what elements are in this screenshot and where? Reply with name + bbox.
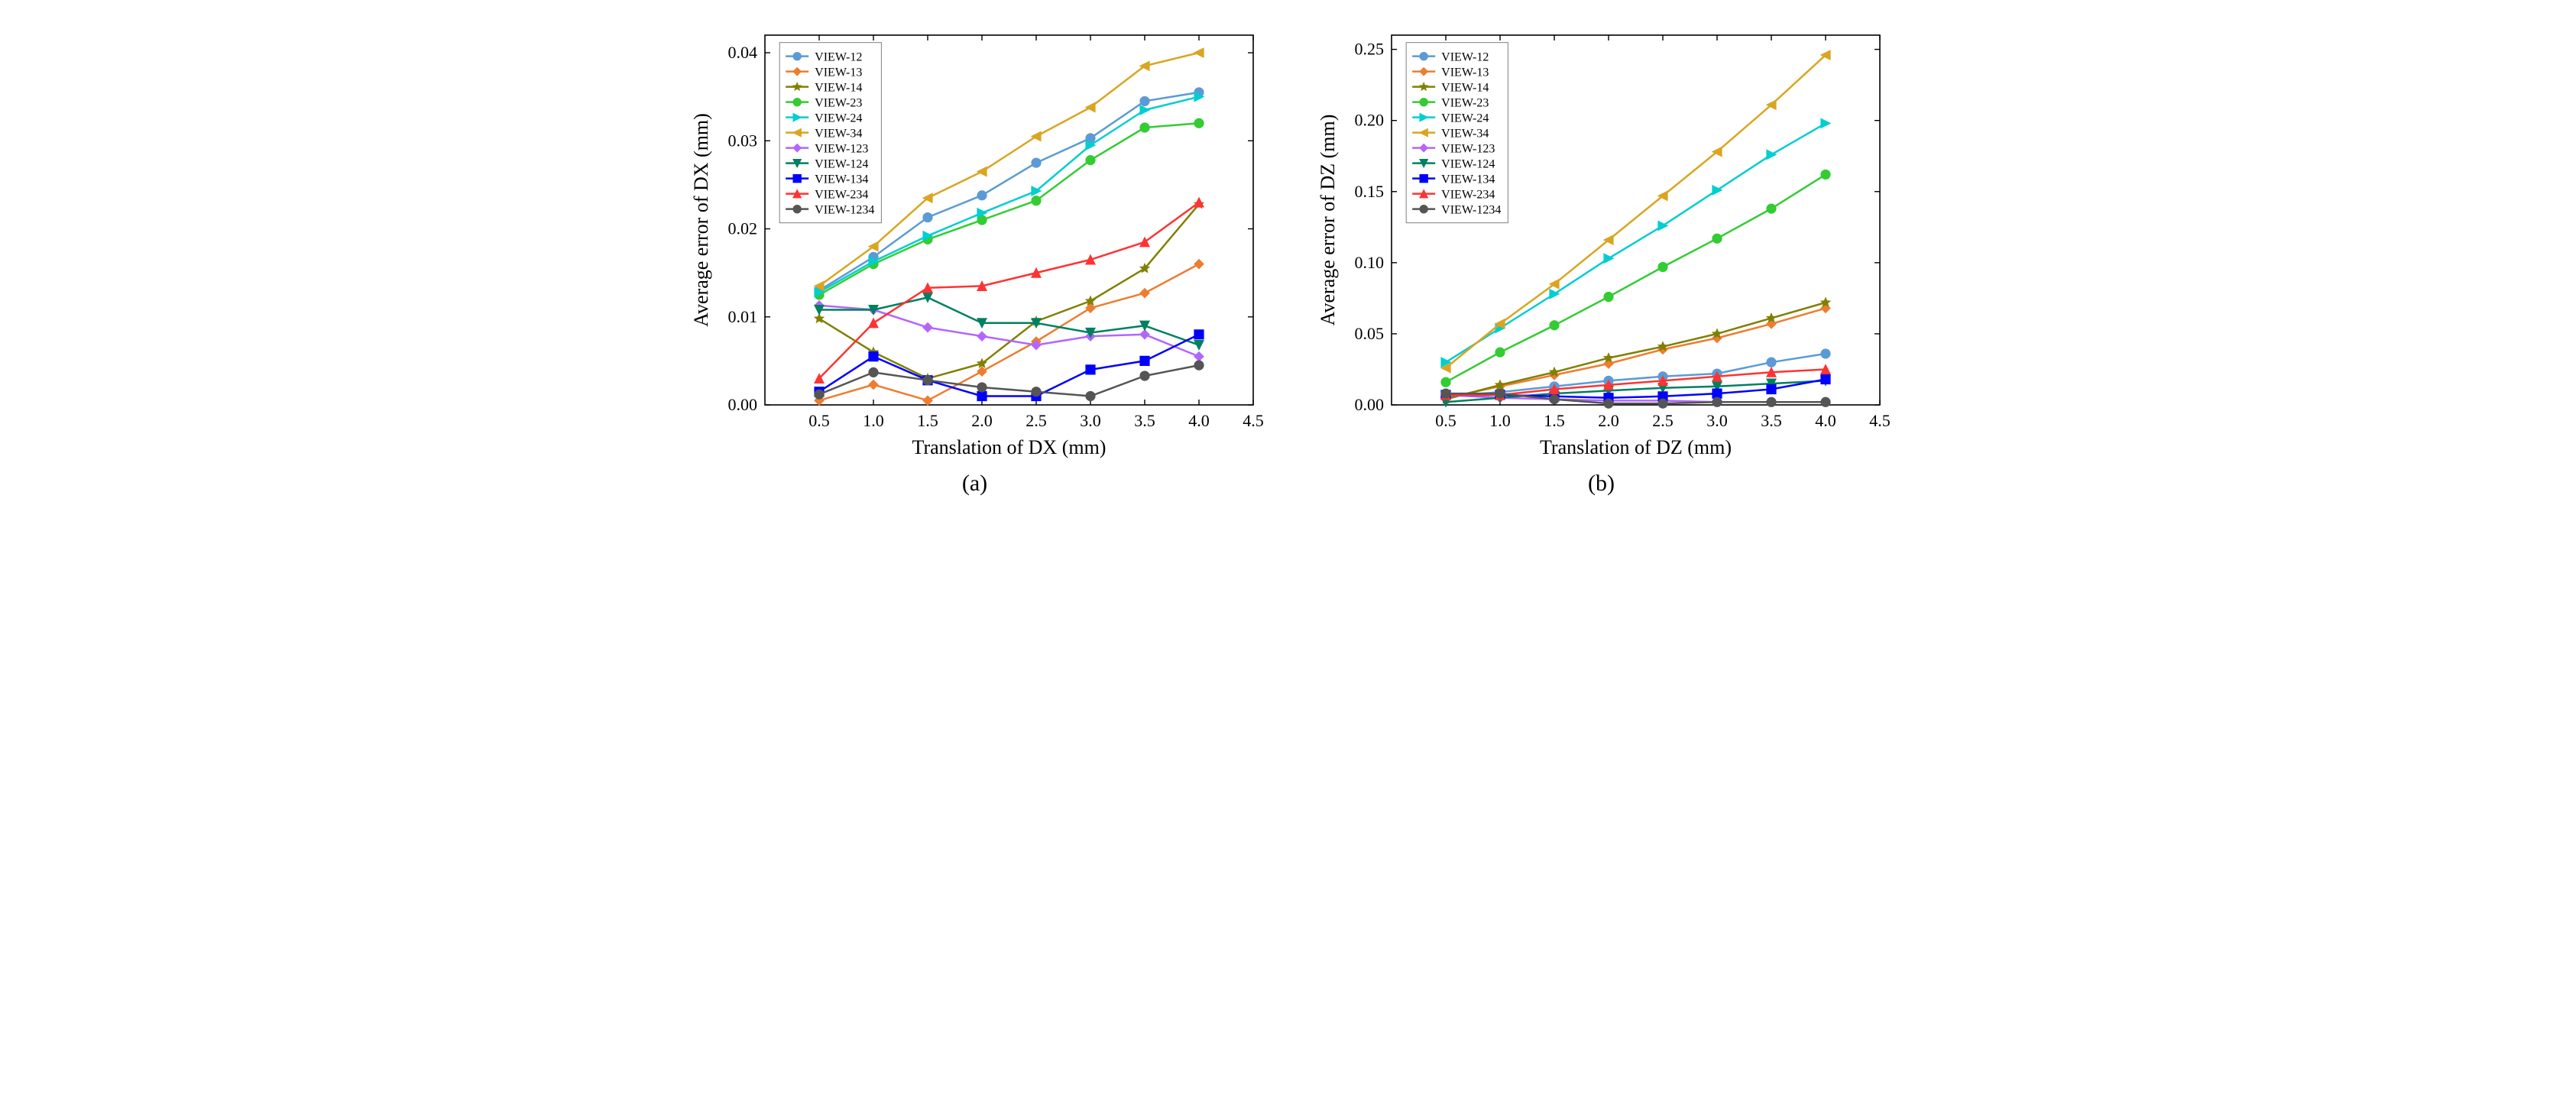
- legend-item-label: VIEW-24: [815, 112, 862, 125]
- legend-item-label: VIEW-1234: [1441, 203, 1501, 216]
- legend-item-label: VIEW-123: [815, 142, 868, 155]
- svg-text:3.5: 3.5: [1134, 411, 1155, 430]
- svg-text:4.0: 4.0: [1188, 411, 1210, 430]
- legend-item-label: VIEW-134: [815, 173, 868, 186]
- svg-text:0.00: 0.00: [727, 395, 757, 414]
- svg-text:2.5: 2.5: [1652, 411, 1674, 430]
- svg-text:2.5: 2.5: [1026, 411, 1047, 430]
- legend-item-label: VIEW-34: [815, 127, 862, 140]
- panel-a-block: 0.5 1.0 1.5 2.0 2.5 3.0 3.5 4.0 4.5 0.00 0.01 0.02 0…: [685, 23, 1265, 497]
- legend-item-label: VIEW-12: [815, 50, 862, 63]
- svg-text:0.00: 0.00: [1354, 395, 1384, 414]
- panel-b-block: 0.5 1.0 1.5 2.0 2.5 3.0 3.5 4.0 4.5 0.00 0.05 0.10 0…: [1311, 23, 1892, 497]
- x-axis-label: Translation of DX (mm): [912, 436, 1106, 458]
- legend-item-label: VIEW-13: [815, 66, 862, 79]
- svg-text:3.5: 3.5: [1761, 411, 1782, 430]
- svg-text:3.0: 3.0: [1706, 411, 1728, 430]
- legend-item-label: VIEW-123: [1441, 142, 1495, 155]
- svg-text:4.0: 4.0: [1815, 411, 1836, 430]
- svg-text:2.0: 2.0: [971, 411, 993, 430]
- svg-text:0.01: 0.01: [727, 307, 757, 326]
- svg-text:4.5: 4.5: [1869, 411, 1891, 430]
- legend: VIEW-12 VIEW-13 VIEW-14 VIEW-23 VIEW-24 VIEW-…: [779, 43, 881, 223]
- panel-a-chart: 0.5 1.0 1.5 2.0 2.5 3.0 3.5 4.0 4.5 0.00 0.01 0.02 0…: [685, 23, 1265, 466]
- svg-text:0.02: 0.02: [727, 219, 757, 238]
- svg-text:0.03: 0.03: [727, 131, 757, 150]
- svg-text:0.04: 0.04: [727, 43, 757, 62]
- svg-text:1.5: 1.5: [1544, 411, 1565, 430]
- legend-item-label: VIEW-23: [1441, 96, 1489, 109]
- svg-text:0.20: 0.20: [1354, 111, 1384, 130]
- legend-item-label: VIEW-1234: [815, 203, 874, 216]
- figure-container: 0.5 1.0 1.5 2.0 2.5 3.0 3.5 4.0 4.5 0.00 0.01 0.02 0…: [0, 0, 2576, 504]
- svg-text:4.5: 4.5: [1243, 411, 1264, 430]
- y-axis-label: Average error of DX (mm): [690, 113, 712, 327]
- legend-item-label: VIEW-14: [815, 81, 862, 94]
- svg-text:0.05: 0.05: [1354, 324, 1384, 343]
- legend-item-label: VIEW-134: [1441, 173, 1495, 186]
- svg-text:1.0: 1.0: [1489, 411, 1511, 430]
- svg-text:1.0: 1.0: [863, 411, 884, 430]
- panel-b-chart: 0.5 1.0 1.5 2.0 2.5 3.0 3.5 4.0 4.5 0.00 0.05 0.10 0…: [1311, 23, 1892, 466]
- legend-item-label: VIEW-13: [1441, 66, 1489, 79]
- x-axis-label: Translation of DZ (mm): [1539, 436, 1731, 458]
- legend-item-label: VIEW-34: [1441, 127, 1489, 140]
- legend: VIEW-12 VIEW-13 VIEW-14 VIEW-23 VIEW-24 VIEW-…: [1406, 43, 1508, 223]
- legend-item-label: VIEW-24: [1441, 112, 1489, 125]
- svg-text:3.0: 3.0: [1080, 411, 1101, 430]
- legend-item-label: VIEW-124: [1441, 157, 1495, 170]
- legend-item-label: VIEW-12: [1441, 50, 1489, 63]
- svg-text:2.0: 2.0: [1598, 411, 1619, 430]
- legend-item-label: VIEW-14: [1441, 81, 1489, 94]
- legend-item-label: VIEW-124: [815, 157, 868, 170]
- svg-text:0.15: 0.15: [1354, 182, 1384, 201]
- svg-text:0.10: 0.10: [1354, 253, 1384, 272]
- svg-text:0.5: 0.5: [808, 411, 830, 430]
- y-axis-label: Average error of DZ (mm): [1317, 115, 1339, 326]
- panel-b-caption: (b): [1588, 471, 1615, 497]
- panel-a-caption: (a): [962, 471, 987, 497]
- svg-text:1.5: 1.5: [917, 411, 938, 430]
- svg-text:0.25: 0.25: [1354, 40, 1384, 59]
- legend-item-label: VIEW-234: [1441, 188, 1495, 201]
- legend-item-label: VIEW-234: [815, 188, 868, 201]
- legend-item-label: VIEW-23: [815, 96, 862, 109]
- series-line: [819, 306, 1199, 357]
- svg-text:0.5: 0.5: [1435, 411, 1456, 430]
